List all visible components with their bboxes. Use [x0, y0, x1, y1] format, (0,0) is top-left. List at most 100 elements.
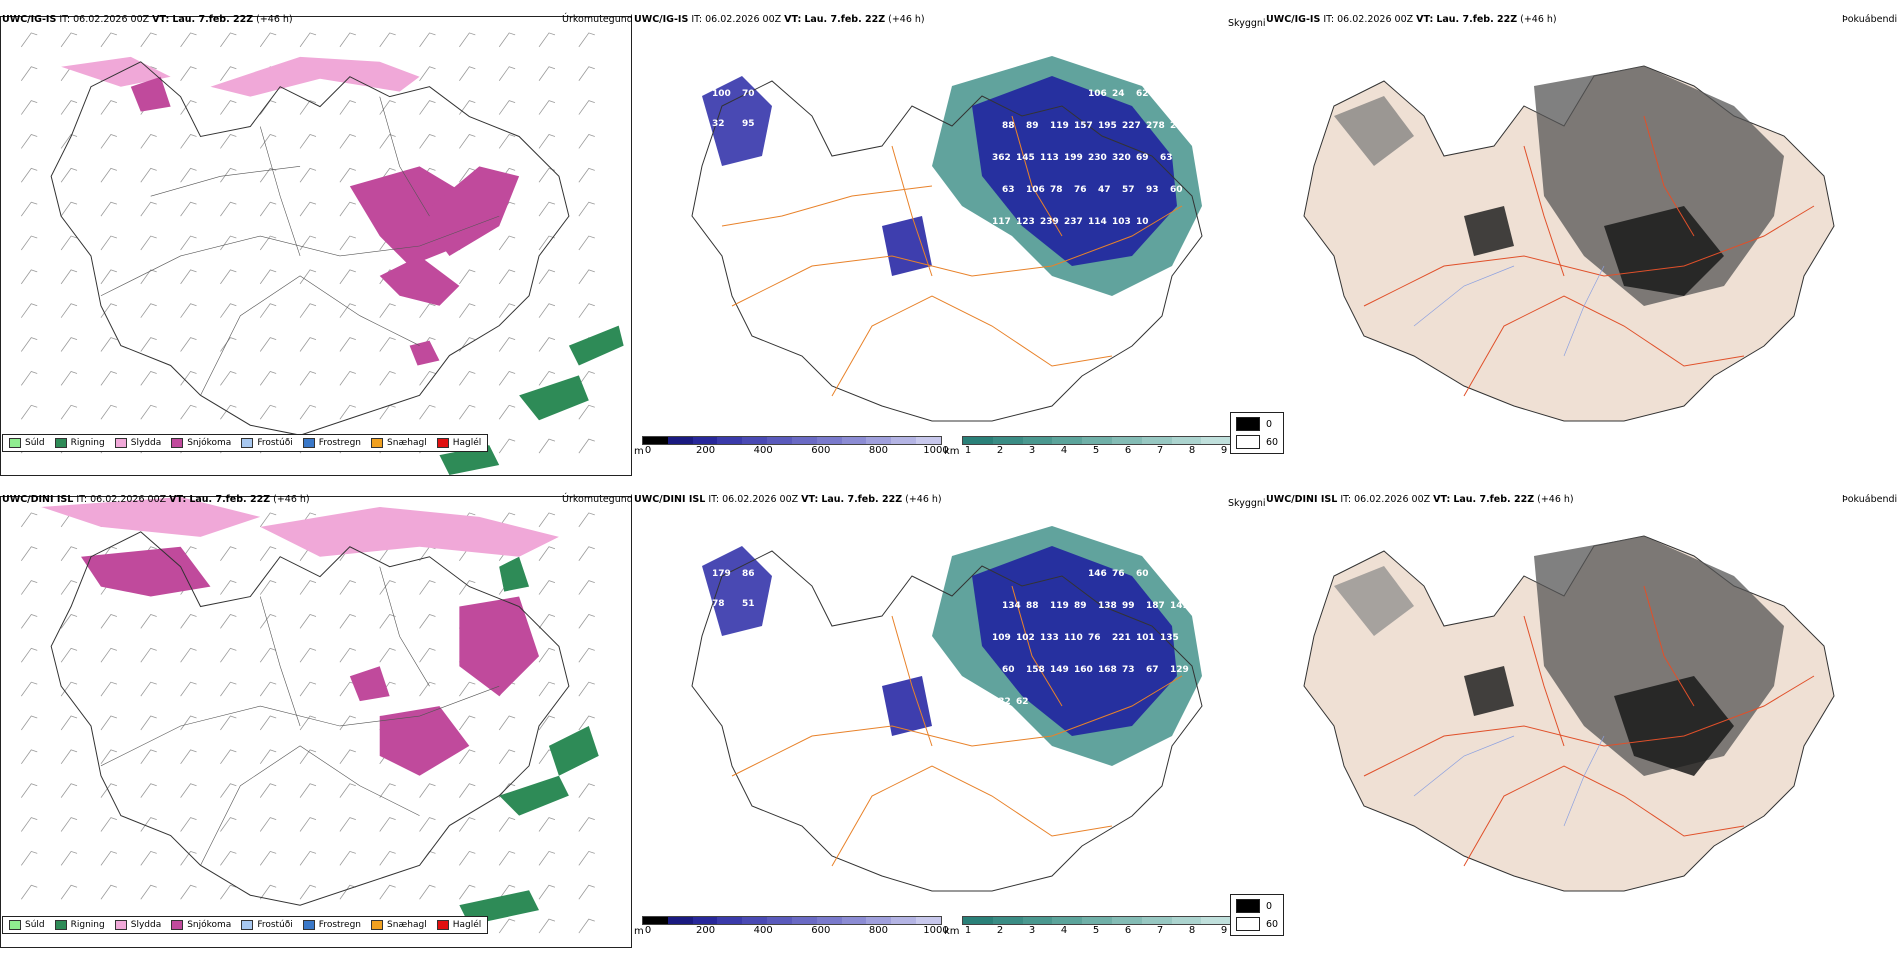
- iceland-precip-map-top: [20, 32, 624, 475]
- cloudbase-value-label: 88: [1002, 121, 1015, 131]
- colorbar-tick-label: 200: [696, 925, 716, 936]
- precip-type-panel: UWC/IG-IS IT: 06.02.2026 00Z VT: Lau. 7.…: [0, 6, 633, 476]
- wind-barb: [339, 817, 356, 832]
- model-name: UWC/DINI ISL: [1266, 494, 1338, 505]
- wind-barb: [379, 647, 396, 663]
- wind-barb: [180, 749, 197, 765]
- wind-barb: [220, 647, 237, 663]
- cloudbase-value-label: 134: [1002, 601, 1021, 611]
- legend-item: Súld: [9, 920, 45, 930]
- wind-barb: [140, 817, 157, 832]
- wind-barb: [578, 370, 595, 386]
- wind-barb: [20, 614, 38, 629]
- wind-barb: [140, 884, 157, 900]
- cloudbase-value-label: 57: [1122, 185, 1135, 195]
- wind-barb: [60, 850, 78, 866]
- colorbar-cell: [1052, 917, 1083, 924]
- wind-barb: [60, 681, 78, 697]
- wind-barb: [538, 850, 556, 866]
- colorbar-cell: [1052, 437, 1083, 444]
- wind-barb: [538, 918, 556, 934]
- colorbar-tick-label: 1000: [923, 445, 949, 456]
- wind-barb: [100, 32, 117, 48]
- fog-area: [1534, 66, 1784, 306]
- colorbar-cell: [891, 917, 917, 924]
- colorbar-cell: [791, 917, 817, 924]
- wind-barb: [20, 235, 38, 251]
- precip-type-map: [0, 496, 632, 948]
- iceland-coastline: [50, 531, 570, 906]
- wind-barb: [339, 201, 356, 217]
- wind-barb: [100, 404, 117, 420]
- lead-time: (+46 h): [888, 14, 925, 25]
- rain-area: [568, 325, 624, 366]
- wind-barb: [180, 370, 197, 386]
- wind-barb: [538, 512, 556, 528]
- wind-barb: [220, 546, 237, 561]
- wind-barb: [578, 580, 595, 595]
- wind-barb: [498, 512, 516, 528]
- iceland-cloud-map-bottom: 179 86 78 51 146 76 60 106 134 88 119 89 138 99 187 149…: [691, 526, 1203, 892]
- wind-barb: [339, 370, 356, 386]
- wind-barb: [180, 32, 197, 48]
- wind-barb: [459, 134, 476, 149]
- forecast-row-top: UWC/IG-IS IT: 06.02.2026 00Z VT: Lau. 7.…: [0, 6, 1900, 476]
- wind-barb: [220, 66, 237, 81]
- wind-barb: [578, 850, 595, 866]
- wind-barb: [220, 201, 237, 217]
- wind-barb: [538, 715, 556, 731]
- cloudbase-value-label: 113: [1040, 153, 1059, 163]
- wind-barb: [140, 749, 157, 765]
- wind-barb: [180, 647, 197, 663]
- vt-label: VT:: [801, 494, 819, 505]
- cloudbase-value-label: 100: [712, 89, 731, 99]
- fog-legend-light: 60: [1236, 917, 1278, 931]
- wind-barb: [60, 884, 78, 900]
- colorbar-cell: [963, 437, 993, 444]
- wind-barb: [459, 850, 476, 866]
- wind-barb: [140, 681, 157, 697]
- wind-barb: [259, 512, 277, 528]
- wind-barb: [100, 370, 117, 386]
- legend-item: Slydda: [114, 438, 161, 448]
- legend-swatch: [241, 438, 254, 448]
- wind-barb: [60, 404, 78, 420]
- wind-barb: [498, 884, 516, 900]
- wind-barb: [100, 647, 118, 663]
- cloudbase-value-label: 209: [1170, 121, 1189, 131]
- model-name: UWC/DINI ISL: [2, 494, 74, 505]
- wind-barb: [299, 884, 317, 900]
- colorbar-cell: [643, 917, 668, 924]
- wind-barb: [459, 817, 476, 832]
- cloudbase-value-label: 106: [1160, 569, 1179, 579]
- colorbar-cell: [692, 917, 718, 924]
- cloudbase-vis-panel: 179 86 78 51 146 76 60 106 134 88 119 89 138 99 187 149…: [632, 486, 1266, 956]
- it-value: 06.02.2026 00Z: [722, 494, 799, 505]
- colorbar-cell: [742, 437, 768, 444]
- cloudbase-area: [972, 76, 1177, 266]
- vt-label: VT:: [152, 14, 170, 25]
- legend-swatch: [54, 438, 67, 448]
- cloudbase-vis-panel: 100 70 32 95 106 24 62 325 88 89 119 157 195 227 278 20…: [632, 6, 1266, 476]
- fog-legend: 0 60: [1230, 894, 1285, 936]
- lead-time: (+46 h): [905, 494, 942, 505]
- cloudbase-labels: 100 70 32 95 106 24 62 325 88 89 119 157 195 227 278 20…: [712, 89, 1189, 227]
- wind-barb: [180, 100, 197, 115]
- colorbar-cell: [1201, 437, 1232, 444]
- wind-barb: [60, 647, 78, 663]
- colorbar-cell: [1111, 917, 1142, 924]
- wind-barb: [299, 580, 317, 595]
- colorbar-tick-label: 200: [696, 445, 716, 456]
- wind-barb: [578, 404, 595, 420]
- cloudbase-area: [972, 546, 1177, 736]
- colorbar-cell: [791, 437, 817, 444]
- wind-barb: [259, 817, 277, 832]
- wind-barb: [220, 235, 237, 251]
- wind-barb: [20, 370, 38, 386]
- cloudbase-value-label: 73: [1122, 665, 1135, 675]
- cloudbase-value-label: 132: [992, 697, 1011, 707]
- fog-area: [1614, 676, 1734, 776]
- wind-barb: [498, 438, 516, 454]
- cloudbase-colorbar-ticks: 0 200 400 600 800 1000: [642, 445, 949, 457]
- colorbar-tick-label: 400: [753, 925, 773, 936]
